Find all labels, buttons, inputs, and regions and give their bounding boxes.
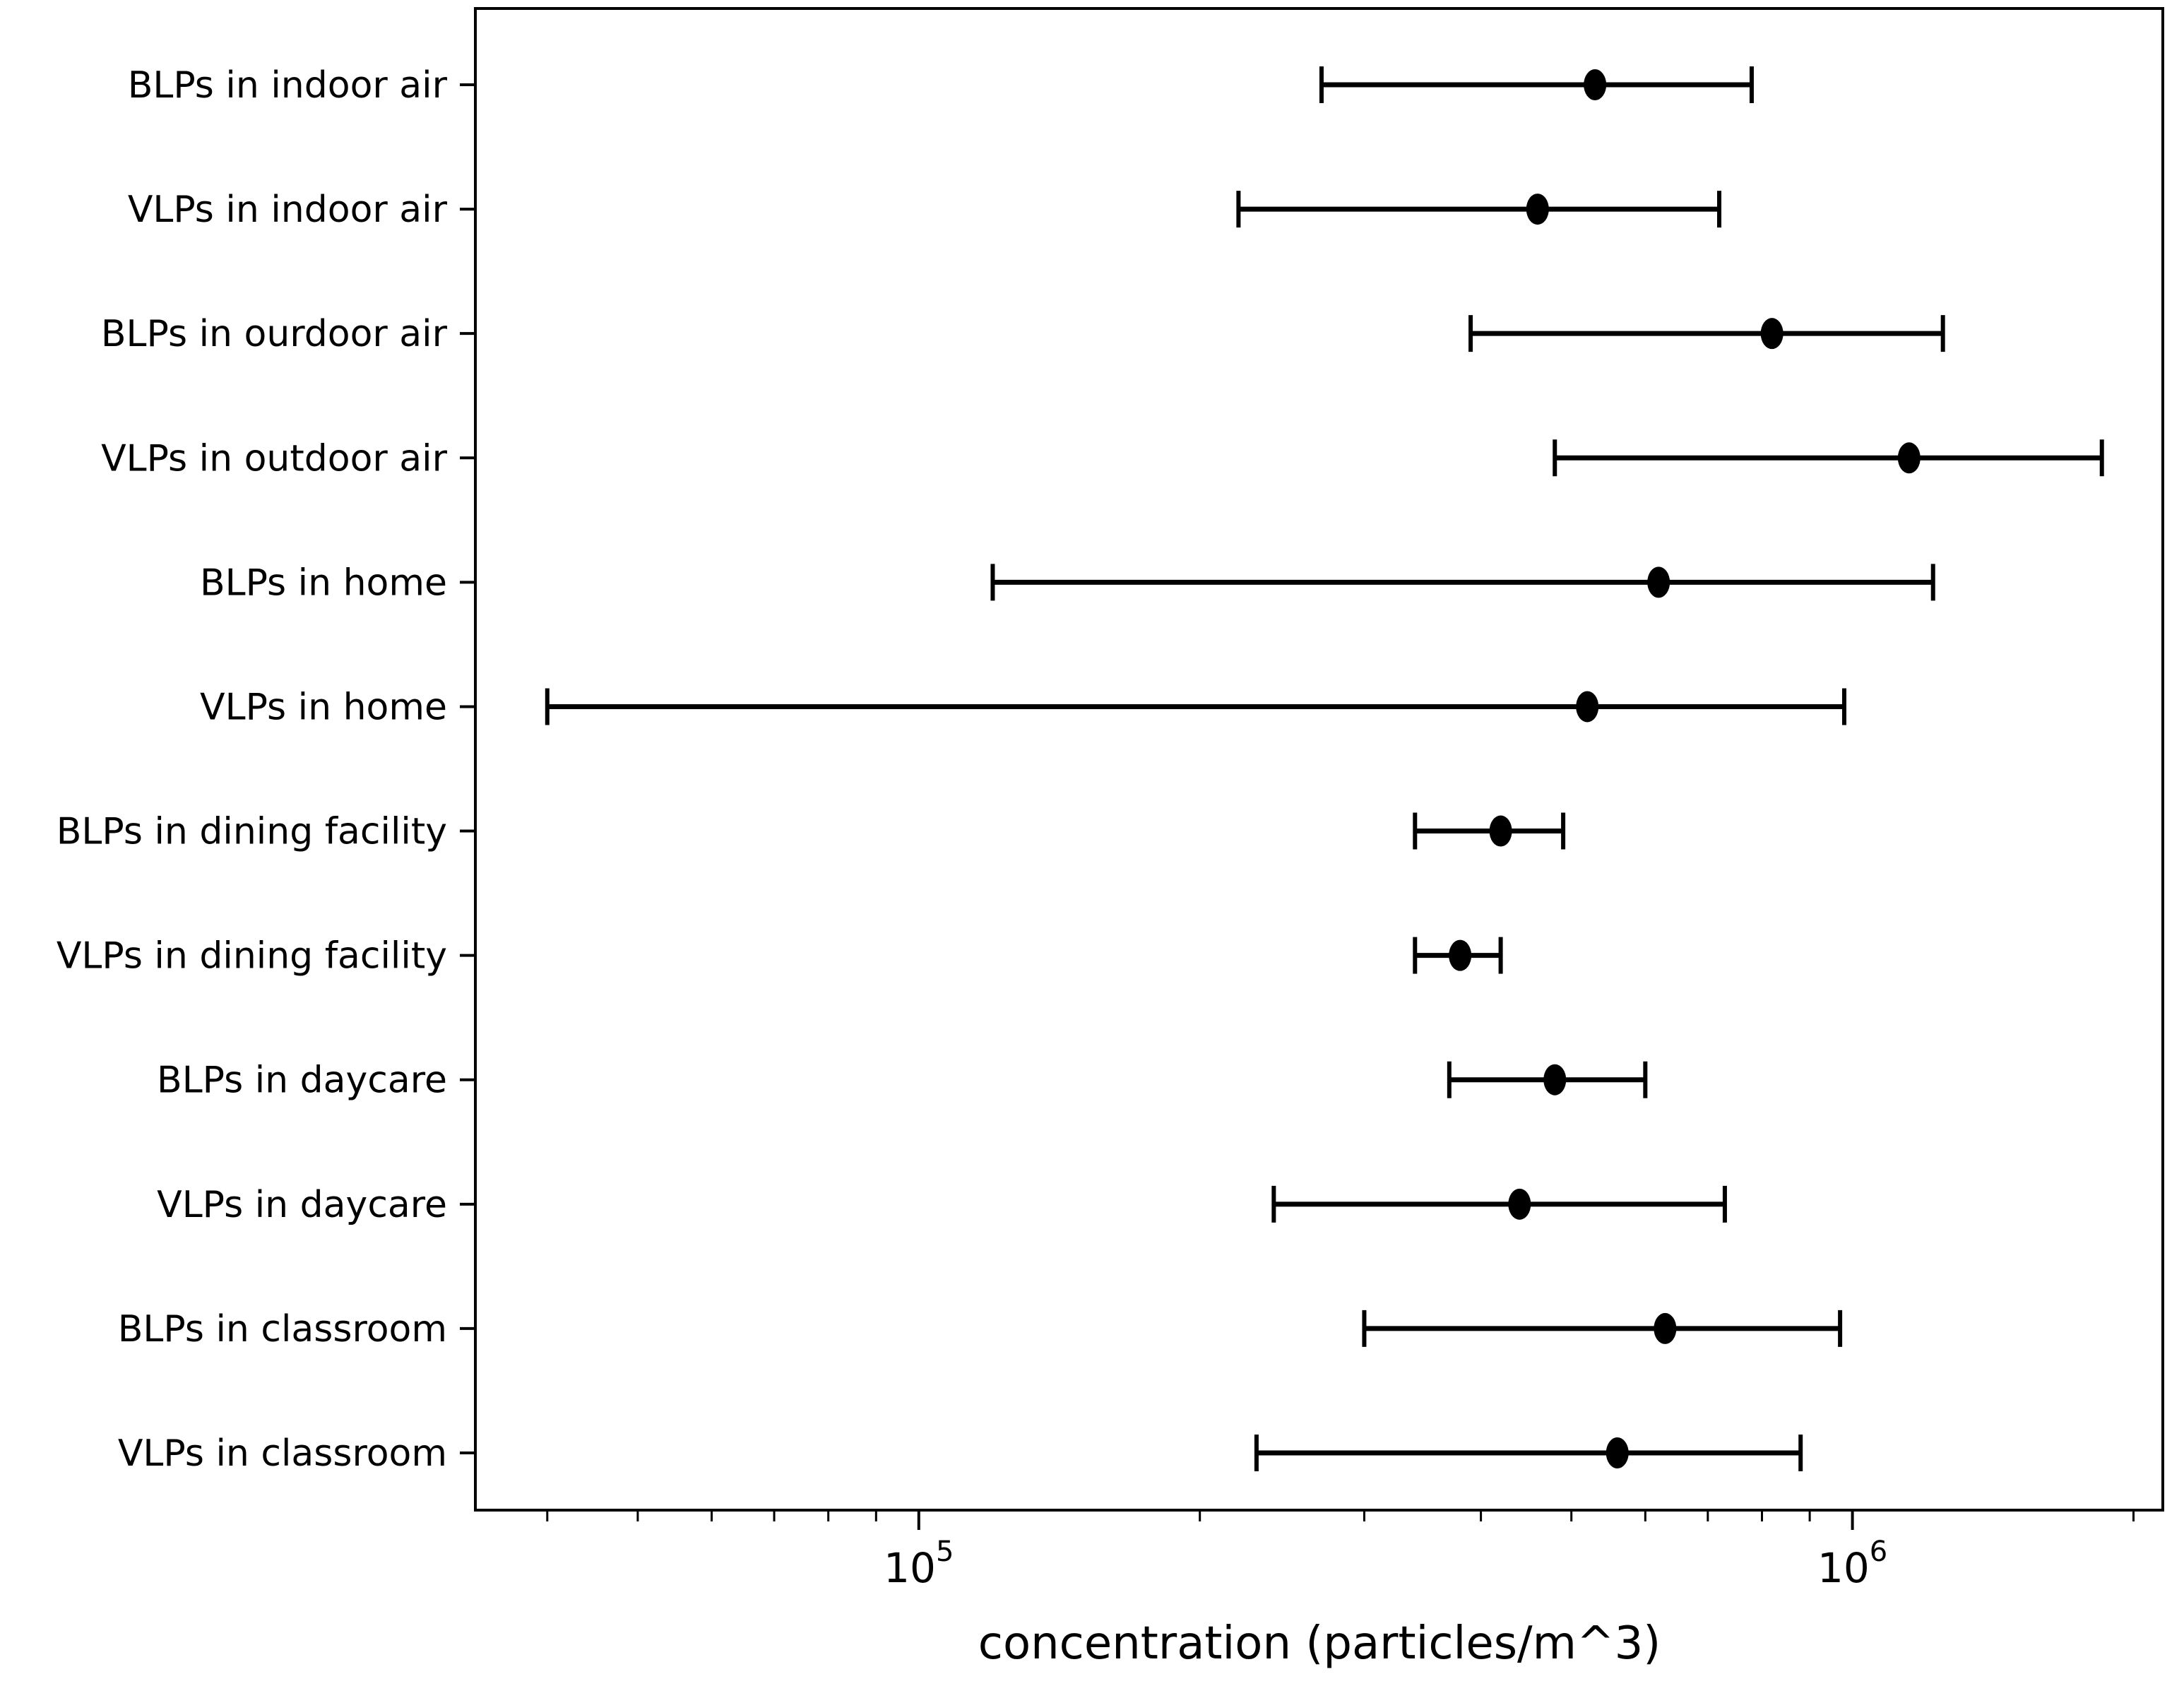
plot-area: 105 106 BLPs in indoor air VLPs in indoor a… bbox=[57, 7, 2164, 1592]
y-tick-label: VLPs in outdoor air bbox=[101, 437, 448, 480]
median-dot bbox=[1526, 194, 1549, 225]
median-dot bbox=[1543, 1064, 1567, 1096]
median-dot bbox=[1489, 815, 1512, 847]
median-dot bbox=[1584, 69, 1607, 100]
median-dot bbox=[1760, 318, 1784, 350]
y-tick-label: BLPs in ourdoor air bbox=[101, 313, 448, 355]
y-tick-label: BLPs in indoor air bbox=[128, 64, 448, 107]
median-dot bbox=[1654, 1312, 1677, 1344]
median-dot bbox=[1897, 442, 1921, 474]
median-dot bbox=[1449, 939, 1472, 971]
y-tick-label: VLPs in classroom bbox=[118, 1432, 447, 1475]
y-tick-label: VLPs in dining facility bbox=[57, 935, 447, 978]
y-tick-label: VLPs in indoor air bbox=[128, 189, 448, 231]
median-dot bbox=[1508, 1188, 1531, 1220]
x-major-tick-label: 106 bbox=[1817, 1536, 1887, 1592]
y-tick-label: VLPs in home bbox=[200, 686, 447, 728]
median-dot bbox=[1576, 691, 1599, 723]
y-tick-label: BLPs in dining facility bbox=[57, 811, 447, 853]
x-major-tick-label: 105 bbox=[884, 1536, 954, 1592]
y-tick-label: VLPs in daycare bbox=[157, 1184, 447, 1226]
median-dot bbox=[1647, 566, 1670, 598]
y-tick-label: BLPs in classroom bbox=[118, 1308, 447, 1350]
median-dot bbox=[1606, 1437, 1629, 1468]
y-tick-label: BLPs in home bbox=[200, 562, 447, 604]
plot-border bbox=[474, 7, 2164, 1512]
x-axis-title: concentration (particles/m^3) bbox=[978, 1617, 1661, 1670]
y-tick-label: BLPs in daycare bbox=[157, 1059, 447, 1102]
